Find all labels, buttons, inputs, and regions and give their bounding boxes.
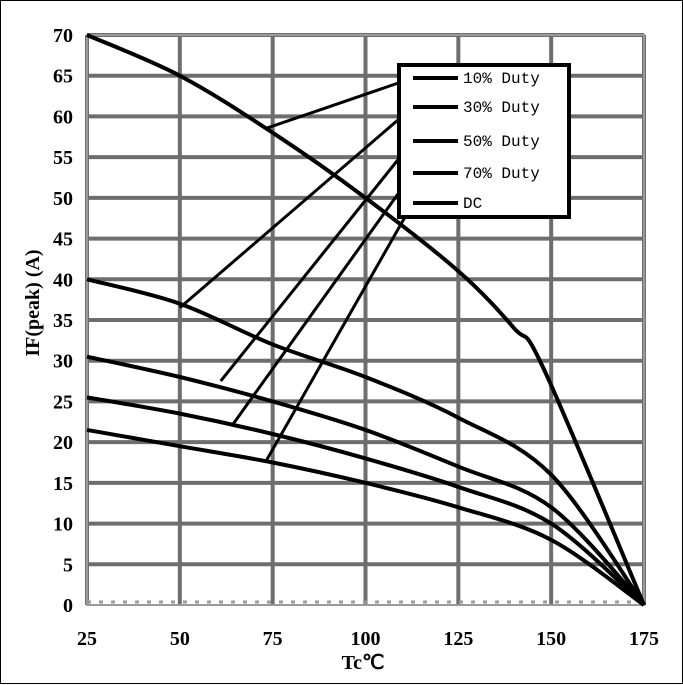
- series-line-dc: [86, 427, 646, 607]
- y-tick-label: 35: [53, 310, 73, 332]
- series-line-50pct-duty: [86, 354, 646, 607]
- legend-label-50pct-duty: 50% Duty: [463, 133, 540, 151]
- x-tick-label: 100: [351, 628, 381, 650]
- x-tick-label: 75: [263, 628, 283, 650]
- y-axis-label: IF(peak) (A): [22, 249, 44, 356]
- x-tick-label: 150: [536, 628, 566, 650]
- series-line-70pct-duty: [86, 395, 646, 607]
- x-tick-labels: 25 50 75 100 125 150 175: [77, 628, 659, 650]
- y-tick-label: 40: [53, 269, 73, 291]
- legend-label-70pct-duty: 70% Duty: [463, 165, 540, 183]
- y-tick-label: 45: [53, 229, 73, 251]
- y-tick-label: 25: [53, 391, 73, 413]
- leader-10pct-duty: [264, 76, 414, 131]
- series-line-10pct-duty: [86, 33, 646, 606]
- leader-50pct-duty: [219, 140, 415, 383]
- y-tick-label: 5: [63, 554, 73, 576]
- plot-area: [86, 34, 645, 606]
- legend-label-dc: DC: [463, 195, 482, 213]
- y-tick-label: 0: [63, 595, 73, 617]
- series-lines: [86, 33, 646, 607]
- y-tick-label: 60: [53, 106, 73, 128]
- leader-30pct-duty: [178, 105, 414, 309]
- legend-label-30pct-duty: 30% Duty: [463, 99, 540, 117]
- y-tick-label: 50: [53, 188, 73, 210]
- plot-frame: [86, 34, 645, 606]
- y-tick-label: 10: [53, 514, 73, 536]
- y-tick-label: 15: [53, 473, 73, 495]
- legend-leaders: [178, 76, 415, 464]
- x-tick-label: 50: [170, 628, 190, 650]
- y-tick-labels: 0 5 10 15 20 25 30 35 40 45 50 55 60 65 70: [53, 25, 73, 617]
- legend-label-10pct-duty: 10% Duty: [463, 70, 540, 88]
- x-tick-label: 175: [629, 628, 659, 650]
- x-tick-label: 125: [443, 628, 473, 650]
- x-axis-label: Tc℃: [342, 652, 385, 674]
- y-tick-label: 20: [53, 432, 73, 454]
- y-tick-label: 30: [53, 351, 73, 373]
- leader-70pct-duty: [230, 172, 415, 427]
- legend: 10% Duty 30% Duty 50% Duty 70% Duty DC: [397, 63, 571, 219]
- y-tick-label: 55: [53, 147, 73, 169]
- leader-dc: [263, 202, 415, 464]
- series-line-30pct-duty: [86, 277, 646, 607]
- x-tick-label: 25: [77, 628, 97, 650]
- y-tick-label: 70: [53, 25, 73, 47]
- y-tick-label: 65: [53, 66, 73, 88]
